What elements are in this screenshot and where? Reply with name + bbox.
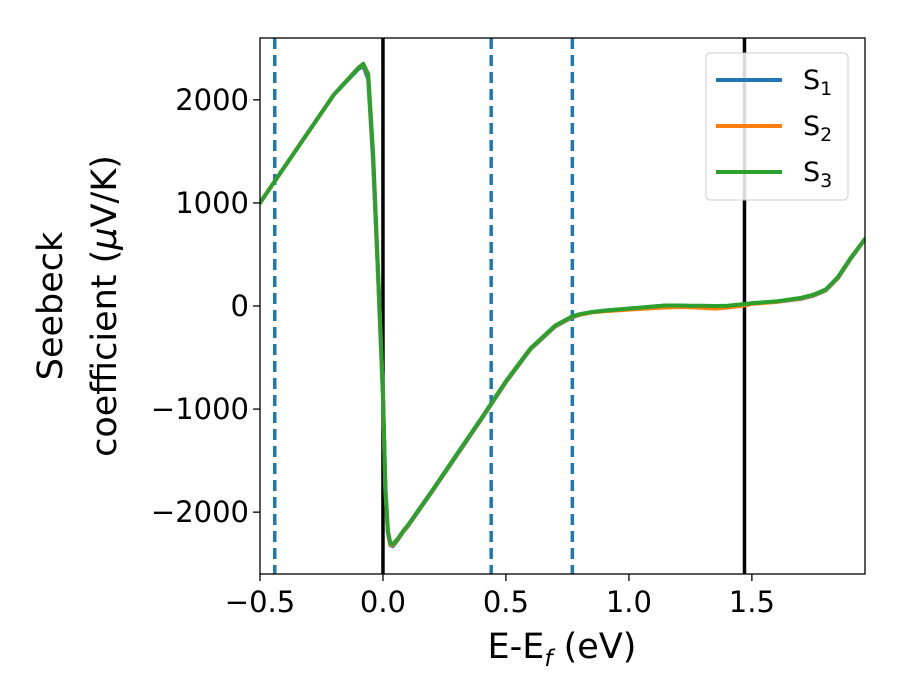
y-axis-ticks: −2000 −1000 0 1000 2000 [151, 83, 260, 529]
legend: S1 S2 S3 [705, 52, 849, 201]
x-tick-label: 0.5 [483, 585, 529, 619]
x-tick-label: 1.0 [606, 585, 652, 619]
x-tick-label: 0.0 [360, 585, 406, 619]
x-axis-label: E-Ef (eV) [488, 627, 637, 672]
x-tick-label: 1.5 [729, 585, 775, 619]
x-tick-label: −0.5 [225, 585, 295, 619]
legend-label-S2: S2 [803, 111, 832, 146]
y-tick-label: 1000 [175, 186, 249, 220]
y-axis-label: Seebeck coefficient (μV/K) [31, 155, 125, 457]
legend-label-S1: S1 [803, 65, 832, 100]
y-tick-label: 0 [231, 289, 249, 323]
y-axis-label-line1: Seebeck [31, 231, 71, 380]
legend-label-S3: S3 [803, 157, 832, 192]
x-axis-ticks: −0.5 0.0 0.5 1.0 1.5 [225, 574, 775, 619]
y-tick-label: −1000 [151, 392, 249, 426]
y-tick-label: 2000 [175, 83, 249, 117]
series-group [260, 61, 865, 549]
series-line-S3 [260, 61, 865, 547]
y-axis-label-line2: coefficient (μV/K) [85, 155, 125, 457]
y-tick-label: −2000 [151, 495, 249, 529]
